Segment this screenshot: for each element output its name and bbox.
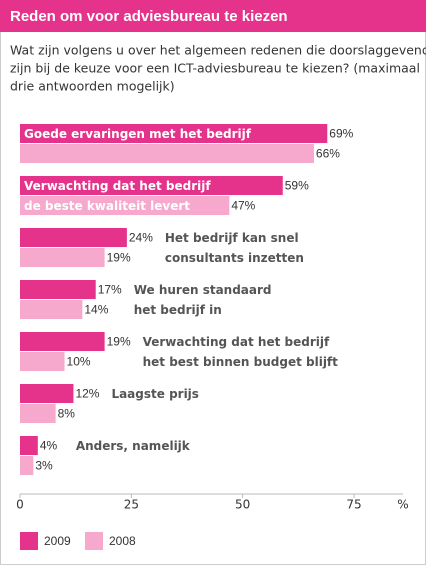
category-label: Het bedrijf kan snel bbox=[165, 231, 299, 245]
value-label: 19% bbox=[107, 335, 131, 349]
value-label: 59% bbox=[285, 179, 309, 193]
value-label: 10% bbox=[67, 355, 91, 369]
bar bbox=[20, 196, 230, 215]
category-label: We huren standaard bbox=[134, 283, 272, 297]
subtitle: zijn bij de keuze voor een ICT-adviesbur… bbox=[10, 61, 420, 76]
legend-label: 2009 bbox=[44, 534, 71, 548]
value-label: 3% bbox=[35, 459, 53, 473]
category-label: consultants inzetten bbox=[165, 251, 304, 265]
subtitle: Wat zijn volgens u over het algemeen red… bbox=[10, 43, 426, 58]
x-axis-label: % bbox=[397, 498, 408, 512]
bar bbox=[20, 280, 96, 299]
x-tick-label: 0 bbox=[16, 498, 24, 512]
category-label: Verwachting dat het bedrijf bbox=[24, 179, 211, 193]
category-label: Anders, namelijk bbox=[76, 439, 191, 453]
title-bar bbox=[0, 0, 426, 32]
value-label: 69% bbox=[329, 127, 353, 141]
bar bbox=[20, 456, 34, 475]
value-label: 24% bbox=[129, 231, 153, 245]
legend-swatch bbox=[20, 532, 38, 550]
subtitle: drie antwoorden mogelijk) bbox=[10, 79, 175, 94]
category-label: Laagste prijs bbox=[111, 387, 199, 401]
bar bbox=[20, 248, 105, 267]
bar bbox=[20, 124, 328, 143]
value-label: 47% bbox=[231, 199, 255, 213]
bar bbox=[20, 436, 38, 455]
value-label: 4% bbox=[40, 439, 58, 453]
legend-label: 2008 bbox=[109, 534, 136, 548]
x-tick-label: 75 bbox=[346, 498, 361, 512]
value-label: 17% bbox=[98, 283, 122, 297]
chart-title: Reden om voor adviesbureau te kiezen bbox=[10, 8, 288, 25]
category-label: het best binnen budget blijft bbox=[143, 355, 339, 369]
category-label: Verwachting dat het bedrijf bbox=[143, 335, 330, 349]
value-label: 66% bbox=[316, 147, 340, 161]
value-label: 8% bbox=[58, 407, 76, 421]
bar bbox=[20, 384, 74, 403]
bar bbox=[20, 332, 105, 351]
bar bbox=[20, 300, 83, 319]
bar bbox=[20, 176, 283, 195]
bar bbox=[20, 404, 56, 423]
bar bbox=[20, 144, 314, 163]
value-label: 19% bbox=[107, 251, 131, 265]
x-tick-label: 50 bbox=[235, 498, 250, 512]
x-tick-label: 25 bbox=[124, 498, 139, 512]
bar bbox=[20, 352, 65, 371]
category-label: Goede ervaringen met het bedrijf bbox=[24, 127, 252, 141]
legend-swatch bbox=[85, 532, 103, 550]
bar bbox=[20, 228, 127, 247]
category-label: de beste kwaliteit levert bbox=[24, 199, 190, 213]
value-label: 14% bbox=[84, 303, 108, 317]
category-label: het bedrijf in bbox=[134, 303, 222, 317]
value-label: 12% bbox=[75, 387, 99, 401]
